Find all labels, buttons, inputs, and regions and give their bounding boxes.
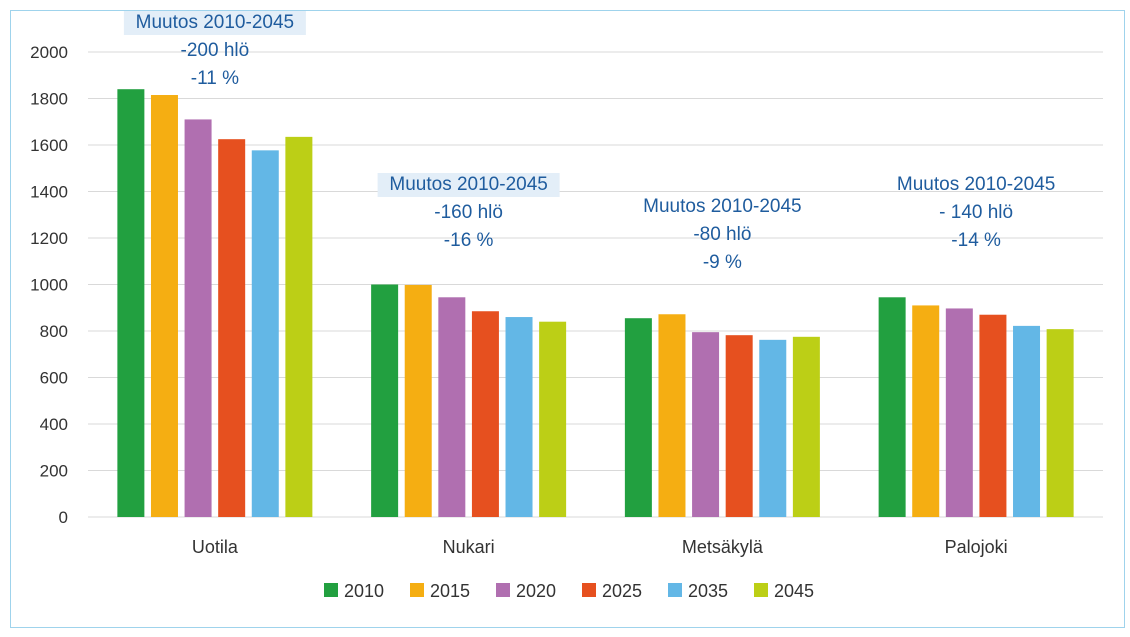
bar-2020-0 (184, 119, 212, 518)
legend-swatch-2025 (582, 583, 596, 597)
y-tick-label: 1200 (30, 229, 68, 248)
annotation-text: - 140 hlö (939, 202, 1013, 223)
bar-2045-2 (792, 336, 820, 517)
bar-2010-2 (624, 318, 652, 517)
category-label: Palojoki (945, 537, 1008, 557)
bar-2020-3 (945, 308, 973, 517)
legend-label: 2020 (516, 581, 556, 601)
bar-2020-2 (692, 332, 720, 517)
bar-2010-0 (117, 89, 145, 517)
bar-2035-3 (1013, 325, 1041, 517)
legend-swatch-2010 (324, 583, 338, 597)
bar-2010-1 (371, 284, 399, 517)
bar-2015-0 (150, 95, 178, 517)
y-tick-label: 1000 (30, 276, 68, 295)
y-tick-label: 400 (40, 415, 68, 434)
annotation-text: -11 % (191, 68, 239, 89)
annotation-text: Muutos 2010-2045 (136, 12, 294, 33)
annotation-text: -200 hlö (181, 40, 250, 61)
y-tick-label: 0 (59, 508, 68, 527)
bar-2015-2 (658, 314, 686, 517)
y-tick-label: 1800 (30, 90, 68, 109)
bar-2015-1 (404, 284, 432, 517)
legend-label: 2025 (602, 581, 642, 601)
bar-2045-0 (285, 136, 313, 518)
legend-swatch-2015 (410, 583, 424, 597)
annotation-text: Muutos 2010-2045 (389, 174, 547, 195)
category-label: Metsäkylä (682, 537, 764, 557)
y-tick-label: 600 (40, 369, 68, 388)
legend-label: 2045 (774, 581, 814, 601)
bar-2020-1 (438, 297, 466, 517)
bar-2025-3 (979, 314, 1007, 517)
y-tick-label: 800 (40, 322, 68, 341)
bar-2025-1 (471, 311, 499, 517)
annotation-highlight (123, 11, 306, 35)
y-tick-label: 1400 (30, 183, 68, 202)
legend-swatch-2020 (496, 583, 510, 597)
bar-2045-1 (539, 321, 567, 517)
category-label: Uotila (192, 537, 239, 557)
bar-2010-3 (878, 297, 906, 517)
annotation-text: -16 % (444, 230, 494, 251)
bar-2015-3 (912, 305, 940, 517)
annotation-text: -160 hlö (434, 202, 503, 223)
legend-label: 2015 (430, 581, 470, 601)
category-label: Nukari (443, 537, 495, 557)
annotation-text: -80 hlö (693, 224, 751, 245)
bar-2035-1 (505, 317, 533, 517)
y-tick-label: 1600 (30, 136, 68, 155)
bar-2025-2 (725, 335, 753, 517)
bar-2045-3 (1046, 329, 1074, 517)
y-tick-label: 2000 (30, 43, 68, 62)
annotation-text: Muutos 2010-2045 (643, 196, 801, 217)
annotation-highlight (377, 173, 560, 197)
bar-2035-2 (759, 339, 787, 517)
annotation-text: Muutos 2010-2045 (897, 174, 1055, 195)
bar-2025-0 (218, 139, 246, 517)
legend-label: 2010 (344, 581, 384, 601)
legend-swatch-2045 (754, 583, 768, 597)
legend-label: 2035 (688, 581, 728, 601)
legend-swatch-2035 (668, 583, 682, 597)
y-tick-label: 200 (40, 462, 68, 481)
annotation-text: -9 % (703, 252, 742, 273)
bar-2035-0 (251, 150, 279, 517)
annotation-text: -14 % (951, 230, 1001, 251)
